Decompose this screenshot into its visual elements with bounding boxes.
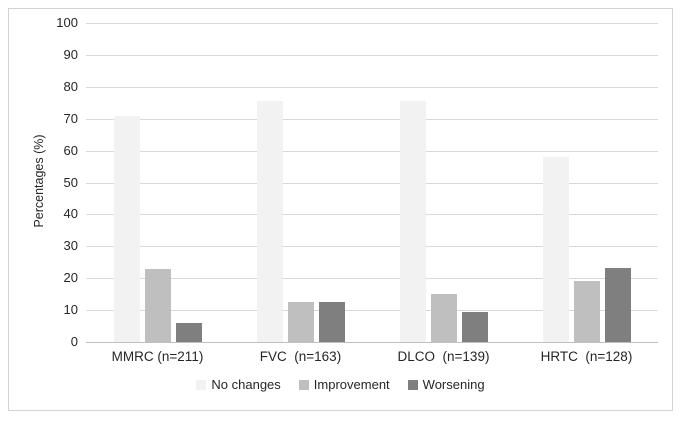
y-tick-label: 60 bbox=[63, 143, 78, 158]
gridline bbox=[86, 151, 658, 152]
y-tick-label: 10 bbox=[63, 302, 78, 317]
legend: No changes Improvement Worsening bbox=[9, 377, 672, 392]
bar-improvement-hrtc bbox=[574, 281, 600, 342]
y-tick-label: 0 bbox=[70, 334, 78, 349]
y-tick-label: 90 bbox=[63, 47, 78, 62]
y-tick-label: 80 bbox=[63, 79, 78, 94]
y-tick-label: 30 bbox=[63, 238, 78, 253]
legend-item-improvement: Improvement bbox=[298, 377, 390, 392]
gridline bbox=[86, 183, 658, 184]
bar-no-changes-fvc bbox=[257, 101, 283, 342]
y-tick-label: 100 bbox=[56, 15, 78, 30]
gridline bbox=[86, 246, 658, 247]
legend-swatch-icon bbox=[298, 379, 309, 390]
gridline bbox=[86, 310, 658, 311]
legend-swatch-icon bbox=[196, 379, 207, 390]
bar-no-changes-hrtc bbox=[543, 157, 569, 342]
bar-no-changes-dlco bbox=[400, 101, 426, 342]
legend-label: No changes bbox=[211, 377, 281, 392]
legend-label: Improvement bbox=[313, 377, 390, 392]
bar-worsening-hrtc bbox=[605, 268, 631, 342]
bar-worsening-fvc bbox=[319, 302, 345, 342]
chart-frame: Percentages (%) 0 10 20 30 40 50 60 70 80 90 100 M… bbox=[8, 8, 673, 411]
gridline bbox=[86, 278, 658, 279]
bar-improvement-fvc bbox=[288, 302, 314, 342]
legend-label: Worsening bbox=[422, 377, 485, 392]
x-category-label: FVC (n=163) bbox=[259, 349, 342, 364]
legend-swatch-icon bbox=[407, 379, 418, 390]
gridline bbox=[86, 55, 658, 56]
bar-no-changes-mmrc bbox=[114, 116, 140, 342]
y-tick-label: 50 bbox=[63, 175, 78, 190]
bar-worsening-mmrc bbox=[176, 323, 202, 342]
bar-improvement-dlco bbox=[431, 294, 457, 342]
legend-item-worsening: Worsening bbox=[407, 377, 485, 392]
x-category-label: DLCO (n=139) bbox=[397, 349, 490, 364]
x-axis-line bbox=[86, 342, 658, 343]
gridline bbox=[86, 23, 658, 24]
x-category-label: HRTC (n=128) bbox=[540, 349, 633, 364]
y-tick-label: 40 bbox=[63, 206, 78, 221]
gridline bbox=[86, 214, 658, 215]
bar-worsening-dlco bbox=[462, 312, 488, 342]
y-tick-label: 20 bbox=[63, 270, 78, 285]
bar-improvement-mmrc bbox=[145, 269, 171, 342]
x-category-label: MMRC (n=211) bbox=[111, 349, 204, 364]
gridline bbox=[86, 119, 658, 120]
y-tick-label: 70 bbox=[63, 111, 78, 126]
gridline bbox=[86, 87, 658, 88]
legend-item-no-changes: No changes bbox=[196, 377, 281, 392]
